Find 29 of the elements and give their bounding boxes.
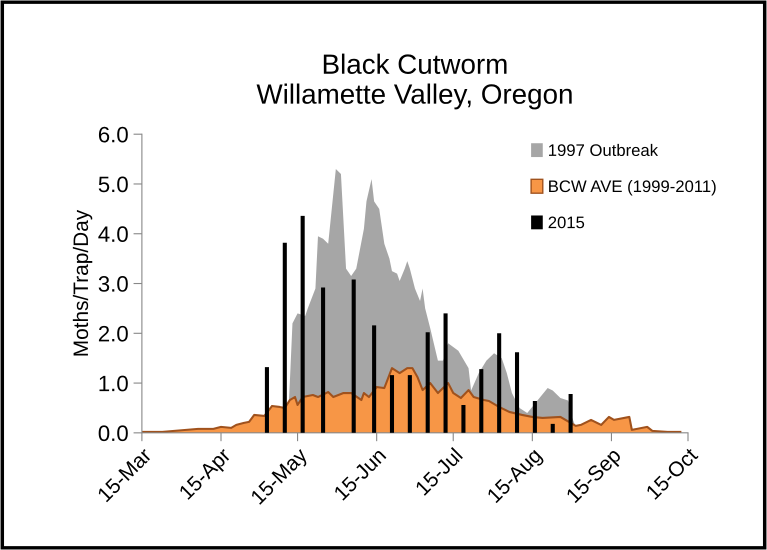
- bar: [444, 313, 448, 433]
- legend-label: 1997 Outbreak: [549, 144, 658, 156]
- y-tick-label: 0.0: [98, 425, 128, 442]
- chart-title: Black Cutworm Willamette Valley, Oregon: [256, 54, 572, 110]
- bar: [479, 369, 484, 433]
- bar: [264, 367, 269, 433]
- bar: [321, 288, 326, 433]
- legend-label: BCW AVE (1999-2011): [549, 180, 716, 196]
- y-tick-label: 3.0: [98, 276, 128, 292]
- legend-label: 2015: [548, 216, 584, 228]
- bar: [372, 325, 376, 433]
- bar: [282, 242, 287, 433]
- bar: [426, 332, 430, 433]
- y-tick-label: 4.0: [98, 226, 128, 242]
- bar: [352, 280, 356, 433]
- bar: [390, 375, 394, 433]
- bar: [497, 333, 502, 433]
- bar: [568, 394, 573, 433]
- y-tick-label: 6.0: [98, 126, 128, 142]
- y-axis-title: Moths/Trap/Day: [72, 210, 92, 356]
- y-tick-label: 2.0: [98, 326, 128, 342]
- bar: [408, 375, 412, 433]
- bar: [532, 400, 537, 433]
- bar: [300, 216, 305, 433]
- bar: [461, 404, 466, 433]
- y-tick-label: 5.0: [98, 176, 128, 192]
- y-tick-label: 1.0: [100, 376, 128, 392]
- bar: [550, 424, 555, 433]
- bar: [514, 352, 520, 433]
